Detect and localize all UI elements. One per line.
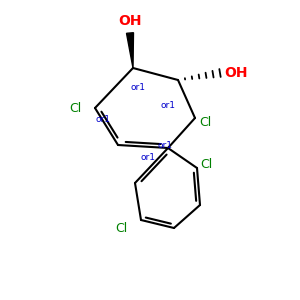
Text: Cl: Cl <box>200 158 212 172</box>
Text: or1: or1 <box>140 154 155 163</box>
Text: Cl: Cl <box>199 116 211 128</box>
Text: OH: OH <box>224 66 247 80</box>
Text: or1: or1 <box>158 140 172 149</box>
Text: or1: or1 <box>130 83 146 92</box>
Text: Cl: Cl <box>115 221 127 235</box>
Text: OH: OH <box>118 14 142 28</box>
Polygon shape <box>127 33 134 68</box>
Text: or1: or1 <box>160 100 175 109</box>
Text: Cl: Cl <box>70 101 82 115</box>
Text: or1: or1 <box>95 116 110 124</box>
